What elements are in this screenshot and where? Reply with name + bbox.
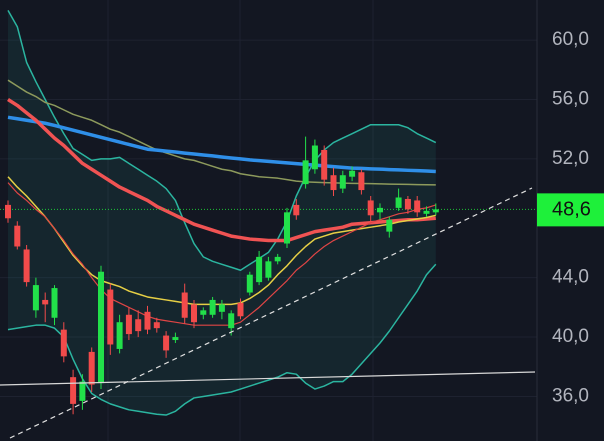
candle-body [414, 200, 421, 213]
last-price-badge [537, 193, 604, 227]
candle-body [330, 175, 337, 191]
candle-body [237, 302, 244, 317]
y-tick-label: 44,0 [552, 267, 589, 288]
candle-body [181, 292, 188, 318]
candle-body [377, 207, 383, 213]
candle-body [386, 219, 393, 232]
plot-area [0, 10, 537, 416]
moving-average [7, 115, 436, 174]
candle-body [256, 256, 263, 283]
y-tick-label: 36,0 [552, 385, 589, 406]
candle-body [144, 311, 151, 330]
candle-body [311, 145, 318, 170]
candle-body [98, 271, 104, 384]
support-line [0, 371, 536, 386]
candle-body [153, 322, 160, 329]
last-price-label: 48,6 [552, 199, 591, 221]
candle-body [284, 212, 290, 244]
moving-average [7, 79, 436, 186]
candle-body [321, 149, 328, 180]
candle-body [125, 314, 132, 335]
candle-body [200, 310, 207, 315]
candle-body [14, 225, 21, 247]
candle-body [23, 249, 30, 283]
candle-body [116, 322, 123, 349]
y-tick-label: 52,0 [552, 148, 589, 169]
candle-body [358, 172, 365, 191]
price-axis: 36,0 40,0 44,0 52,0 56,0 60,0 48,6 [537, 29, 604, 406]
candle-body [246, 274, 253, 293]
candle-body [163, 335, 170, 351]
candle-body [32, 285, 39, 311]
candle-body [423, 210, 430, 214]
candle-body [191, 304, 197, 323]
y-tick-label: 40,0 [552, 326, 589, 347]
candle-body [293, 204, 300, 216]
candle-body [265, 261, 272, 278]
candle-body [70, 377, 77, 404]
trend-line [9, 187, 533, 439]
candle-body [42, 299, 49, 305]
candle-body [349, 170, 356, 177]
candle-body [432, 209, 439, 213]
candle-body [367, 200, 374, 216]
y-tick-label: 60,0 [552, 29, 589, 50]
candle-body [5, 204, 11, 219]
candle-body [60, 329, 67, 357]
candle-body [135, 319, 142, 332]
candle-body [404, 198, 411, 210]
band-upper [7, 10, 437, 271]
grid [107, 0, 374, 441]
candle-body [209, 299, 216, 315]
moving-average [7, 182, 436, 326]
band-fill [8, 10, 436, 416]
candle-body [88, 351, 95, 385]
candle-body [107, 289, 114, 345]
candle-body [228, 313, 235, 329]
candle-body [79, 381, 86, 401]
candle-body [274, 256, 281, 262]
candle-body [339, 175, 346, 189]
candle-body [218, 304, 225, 312]
y-tick-label: 56,0 [552, 89, 589, 110]
candle-body [172, 337, 179, 341]
candle-body [302, 160, 309, 185]
band-lower [7, 263, 437, 416]
moving-average [7, 98, 436, 243]
candle-body [395, 197, 402, 208]
candle-body [51, 288, 58, 318]
